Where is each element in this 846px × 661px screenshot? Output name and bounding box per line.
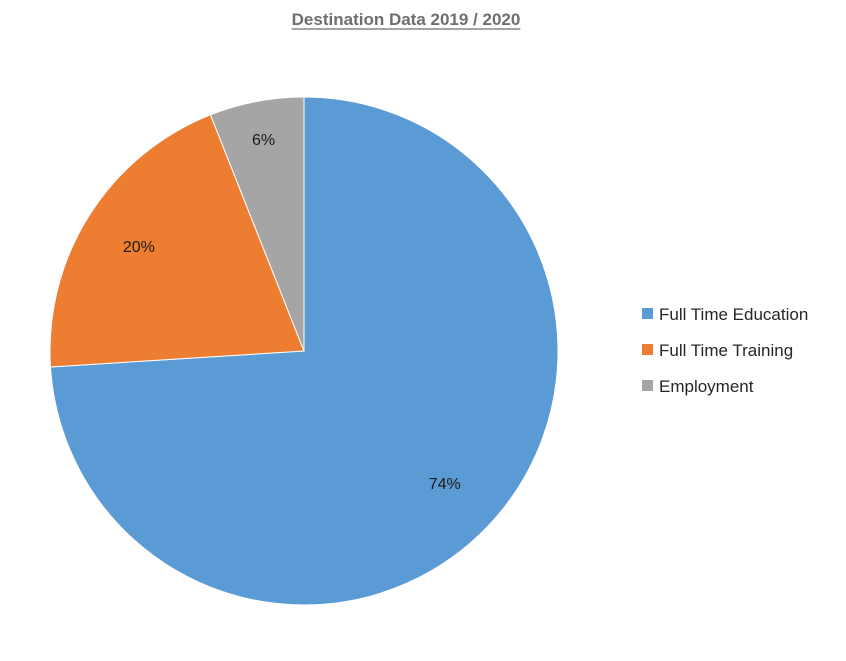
legend-swatch-employment <box>642 380 653 391</box>
legend-swatch-full-time-education <box>642 308 653 319</box>
legend-label-employment: Employment <box>659 377 754 396</box>
data-label-full-time-education: 74% <box>429 476 461 493</box>
legend-swatch-full-time-training <box>642 344 653 355</box>
data-label-full-time-training: 20% <box>123 239 155 256</box>
pie-slice-full-time-training <box>49 114 305 368</box>
chart-title: Destination Data 2019 / 2020 <box>292 10 521 29</box>
pie-slices <box>49 96 559 606</box>
data-label-employment: 6% <box>252 132 275 149</box>
pie-slice-employment <box>209 96 305 352</box>
legend-label-full-time-training: Full Time Training <box>659 341 793 360</box>
legend-label-full-time-education: Full Time Education <box>659 305 808 324</box>
pie-data-labels: 74% 20% 6% <box>123 132 461 493</box>
legend: Full Time Education Full Time Training Emp… <box>642 305 808 396</box>
